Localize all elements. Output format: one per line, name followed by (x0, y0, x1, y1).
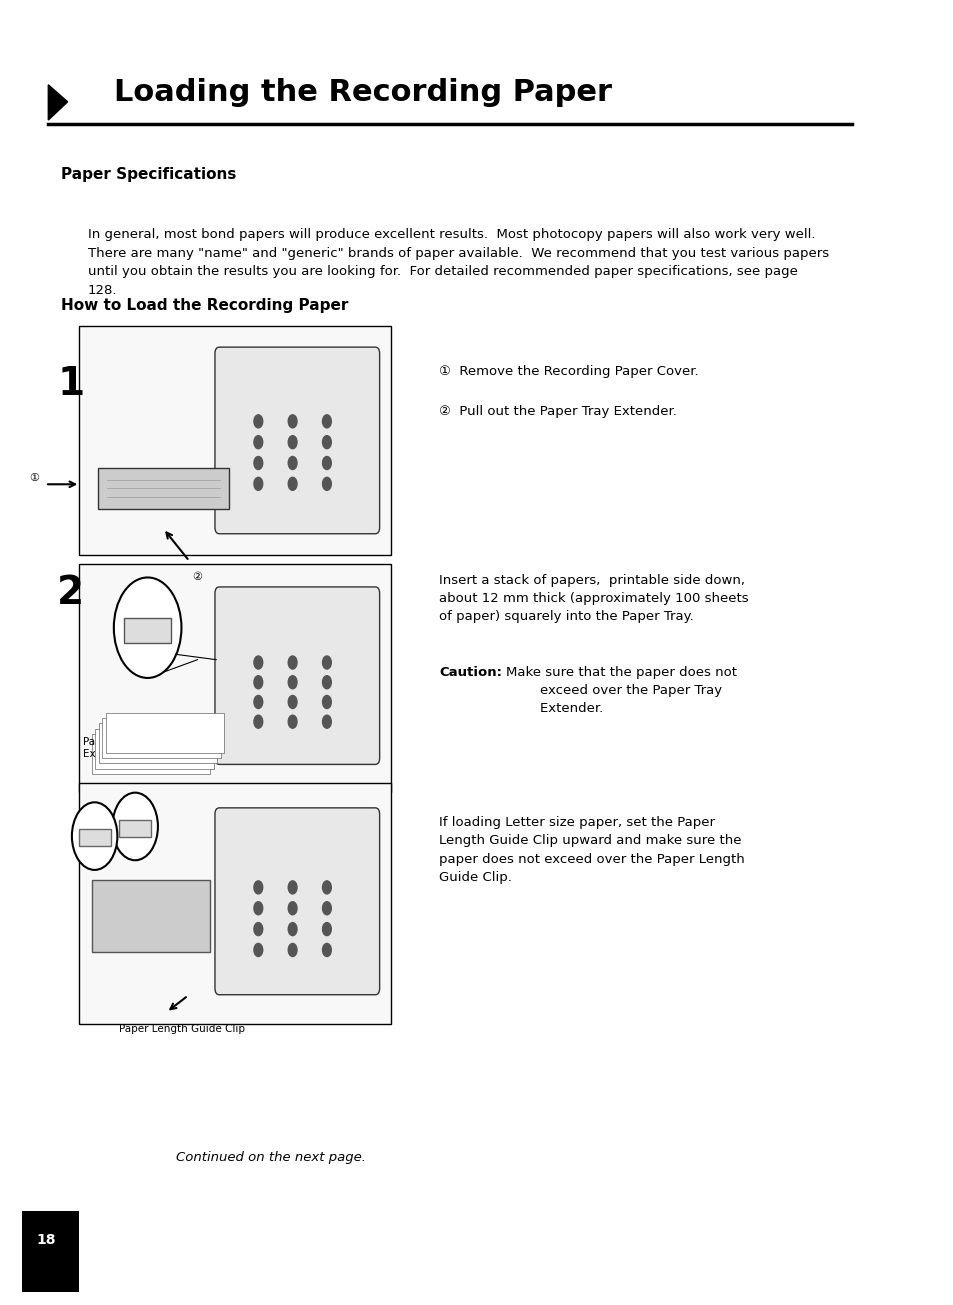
FancyBboxPatch shape (214, 347, 379, 534)
FancyBboxPatch shape (98, 723, 216, 763)
Text: Make sure that the paper does not
        exceed over the Paper Tray
        Ext: Make sure that the paper does not exceed… (505, 666, 736, 715)
Circle shape (288, 902, 296, 915)
Circle shape (113, 577, 181, 679)
Text: 1: 1 (57, 365, 84, 403)
Bar (79, 830, 111, 846)
Polygon shape (49, 85, 68, 120)
FancyBboxPatch shape (106, 713, 224, 753)
FancyBboxPatch shape (91, 733, 210, 774)
Circle shape (253, 478, 262, 491)
Circle shape (322, 881, 331, 894)
Circle shape (322, 478, 331, 491)
Text: Insert a stack of papers,  printable side down,
about 12 mm thick (approximately: Insert a stack of papers, printable side… (438, 574, 748, 624)
Circle shape (253, 676, 262, 689)
Text: ②  Pull out the Paper Tray Extender.: ② Pull out the Paper Tray Extender. (438, 405, 677, 418)
Circle shape (322, 944, 331, 957)
FancyBboxPatch shape (214, 587, 379, 765)
Circle shape (71, 803, 117, 870)
FancyBboxPatch shape (97, 468, 229, 509)
Circle shape (253, 881, 262, 894)
Text: Caution:: Caution: (438, 666, 501, 679)
Circle shape (322, 457, 331, 470)
Circle shape (288, 656, 296, 669)
Circle shape (253, 944, 262, 957)
Circle shape (288, 478, 296, 491)
Circle shape (253, 696, 262, 709)
Text: Paper Tray
Extender: Paper Tray Extender (83, 737, 137, 760)
Circle shape (322, 656, 331, 669)
Bar (119, 820, 151, 837)
Circle shape (322, 923, 331, 936)
Text: Continued on the next page.: Continued on the next page. (175, 1151, 365, 1164)
Circle shape (288, 436, 296, 449)
Circle shape (253, 415, 262, 428)
Circle shape (322, 696, 331, 709)
Circle shape (253, 923, 262, 936)
FancyBboxPatch shape (95, 728, 213, 769)
Circle shape (322, 436, 331, 449)
Circle shape (288, 415, 296, 428)
Bar (124, 617, 172, 643)
Circle shape (288, 923, 296, 936)
Circle shape (288, 881, 296, 894)
Text: ①: ① (30, 472, 39, 483)
Circle shape (253, 656, 262, 669)
Text: In general, most bond papers will produce excellent results.  Most photocopy pap: In general, most bond papers will produc… (88, 228, 828, 296)
Bar (79, 564, 391, 792)
Text: 18: 18 (37, 1233, 56, 1248)
FancyBboxPatch shape (102, 718, 220, 758)
FancyBboxPatch shape (22, 1211, 79, 1292)
Text: ②: ② (192, 572, 202, 582)
Bar (91, 880, 210, 953)
Bar (79, 783, 391, 1024)
Circle shape (288, 676, 296, 689)
Circle shape (253, 715, 262, 728)
Circle shape (112, 792, 158, 860)
Text: Loading the Recording Paper: Loading the Recording Paper (114, 78, 612, 107)
Text: ①  Remove the Recording Paper Cover.: ① Remove the Recording Paper Cover. (438, 365, 698, 378)
Circle shape (322, 676, 331, 689)
Circle shape (253, 436, 262, 449)
Text: Paper Length Guide Clip: Paper Length Guide Clip (118, 1024, 244, 1035)
Circle shape (288, 944, 296, 957)
Circle shape (253, 902, 262, 915)
Bar (79, 326, 391, 555)
Text: Paper Specifications: Paper Specifications (61, 167, 236, 181)
Circle shape (288, 715, 296, 728)
Circle shape (288, 457, 296, 470)
Circle shape (322, 715, 331, 728)
Text: If loading Letter size paper, set the Paper
Length Guide Clip upward and make su: If loading Letter size paper, set the Pa… (438, 816, 744, 883)
Circle shape (322, 902, 331, 915)
Text: How to Load the Recording Paper: How to Load the Recording Paper (61, 298, 349, 312)
Circle shape (322, 415, 331, 428)
Text: 2: 2 (57, 574, 84, 612)
FancyBboxPatch shape (214, 808, 379, 994)
Circle shape (288, 696, 296, 709)
Circle shape (253, 457, 262, 470)
